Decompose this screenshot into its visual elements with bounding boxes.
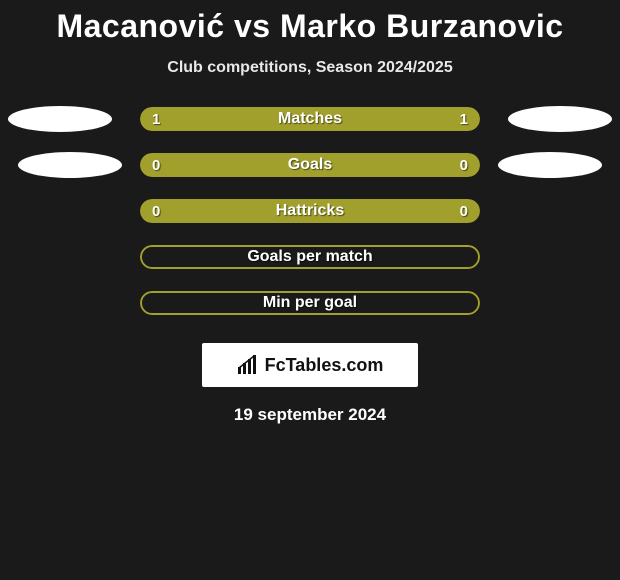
stat-bar: 1 1 Matches [140, 107, 480, 131]
player-right-marker [498, 152, 602, 178]
bar-fill-right [310, 153, 480, 177]
player-left-marker [8, 106, 112, 132]
stat-value-right: 0 [460, 203, 468, 220]
stat-value-left: 1 [152, 111, 160, 128]
player-left-marker [18, 152, 122, 178]
stat-row: 0 0 Hattricks [0, 199, 620, 223]
stat-rows: 1 1 Matches 0 0 Goals 0 0 Hattricks Goals per mat… [0, 107, 620, 315]
stat-row: Goals per match [0, 245, 620, 269]
bar-fill-left [140, 153, 310, 177]
page-title: Macanović vs Marko Burzanovic [0, 8, 620, 45]
stat-bar: Min per goal [140, 291, 480, 315]
player-right-marker [508, 106, 612, 132]
source-badge-text: FcTables.com [265, 355, 384, 376]
stat-row: 0 0 Goals [0, 153, 620, 177]
date-text: 19 september 2024 [0, 405, 620, 425]
stat-label: Min per goal [263, 294, 357, 312]
stat-bar: 0 0 Hattricks [140, 199, 480, 223]
stat-label: Goals per match [247, 248, 372, 266]
stat-label: Matches [278, 110, 342, 128]
stat-bar: Goals per match [140, 245, 480, 269]
stat-row: Min per goal [0, 291, 620, 315]
stat-value-left: 0 [152, 203, 160, 220]
source-badge: FcTables.com [202, 343, 418, 387]
stat-value-right: 0 [460, 157, 468, 174]
stat-label: Goals [288, 156, 332, 174]
stat-row: 1 1 Matches [0, 107, 620, 131]
comparison-card: Macanović vs Marko Burzanovic Club compe… [0, 0, 620, 425]
subtitle: Club competitions, Season 2024/2025 [0, 59, 620, 77]
stat-value-right: 1 [460, 111, 468, 128]
stat-value-left: 0 [152, 157, 160, 174]
chart-icon [237, 355, 259, 375]
stat-label: Hattricks [276, 202, 344, 220]
stat-bar: 0 0 Goals [140, 153, 480, 177]
